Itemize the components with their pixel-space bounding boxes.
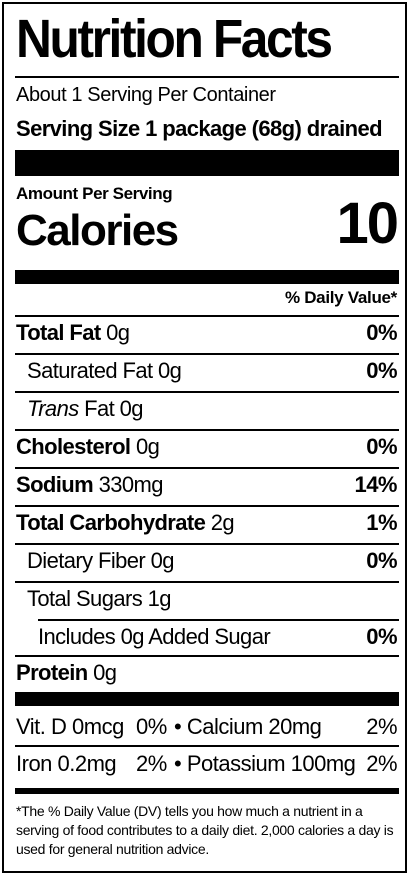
vitamin-d-dv: 0% (136, 714, 167, 739)
row-divider (15, 543, 399, 545)
servings-per-container: About 1 Serving Per Container (16, 84, 276, 106)
row-divider (15, 505, 399, 507)
nutrient-daily-value: 14% (354, 472, 397, 497)
nutrient-label: Total Sugars 1g (27, 586, 171, 611)
nutrient-daily-value: 0% (366, 320, 397, 345)
nutrient-daily-value: 0% (366, 358, 397, 383)
nutrient-daily-value: 0% (366, 624, 397, 649)
nutrient-row-dietary-fiber: Dietary Fiber 0g 0% (4, 543, 405, 579)
nutrient-label: Sodium 330mg (16, 472, 163, 497)
nutrient-row-saturated-fat: Saturated Fat 0g 0% (4, 353, 405, 389)
nutrient-row-total-carbohydrate: Total Carbohydrate 2g 1% (4, 505, 405, 541)
nutrient-row-added-sugar: Includes 0g Added Sugar 0% (4, 619, 405, 655)
potassium-dv: 2% (366, 751, 397, 776)
medium-divider (15, 692, 399, 706)
iron-dv: 2% (136, 751, 167, 776)
calcium-label: • Calcium 20mg (174, 714, 322, 739)
row-divider (15, 745, 399, 747)
vitamin-d-label: Vit. D 0mcg (16, 714, 124, 739)
nutrient-label: Saturated Fat 0g (27, 358, 182, 383)
daily-value-header: % Daily Value* (284, 288, 397, 307)
vitamin-row-2: Iron 0.2mg 2% • Potassium 100mg 2% (4, 745, 405, 781)
panel-title: Nutrition Facts (16, 9, 333, 69)
calcium-dv: 2% (366, 714, 397, 739)
nutrition-facts-panel: Nutrition Facts About 1 Serving Per Cont… (2, 2, 407, 873)
row-divider (15, 429, 399, 431)
nutrient-label: Dietary Fiber 0g (27, 548, 175, 573)
nutrient-row-cholesterol: Cholesterol 0g 0% (4, 429, 405, 465)
row-divider (15, 315, 399, 317)
calories-label: Calories (16, 206, 179, 255)
medium-divider (15, 270, 399, 284)
row-divider (15, 391, 399, 393)
row-divider (15, 581, 399, 583)
thick-divider (15, 150, 399, 176)
potassium-label: • Potassium 100mg (174, 751, 356, 776)
row-divider (15, 353, 399, 355)
row-divider (15, 655, 399, 657)
iron-label: Iron 0.2mg (16, 751, 117, 776)
serving-size: Serving Size 1 package (68g) drained (16, 116, 383, 141)
nutrient-label: Includes 0g Added Sugar (38, 624, 271, 649)
nutrient-label: Protein 0g (16, 660, 117, 685)
nutrient-daily-value: 1% (366, 510, 397, 535)
nutrient-row-total-sugars: Total Sugars 1g (4, 581, 405, 617)
nutrient-daily-value: 0% (366, 434, 397, 459)
divider (15, 76, 399, 78)
nutrient-label: Trans Fat 0g (27, 396, 144, 421)
row-divider (38, 619, 399, 621)
nutrient-label: Total Carbohydrate 2g (16, 510, 235, 535)
thin-thick-divider (15, 788, 399, 794)
nutrient-row-protein: Protein 0g (4, 655, 405, 691)
nutrient-row-sodium: Sodium 330mg 14% (4, 467, 405, 503)
row-divider (15, 467, 399, 469)
nutrient-label: Cholesterol 0g (16, 434, 160, 459)
vitamin-row-1: Vit. D 0mcg 0% • Calcium 20mg 2% (4, 708, 405, 744)
amount-per-serving-label: Amount Per Serving (16, 184, 173, 203)
footnote: *The % Daily Value (DV) tells you how mu… (16, 803, 394, 857)
nutrient-label: Total Fat 0g (16, 320, 130, 345)
nutrient-row-trans-fat: Trans Fat 0g (4, 391, 405, 427)
nutrient-daily-value: 0% (366, 548, 397, 573)
calories-value: 10 (336, 191, 398, 256)
nutrient-row-total-fat: Total Fat 0g 0% (4, 315, 405, 351)
